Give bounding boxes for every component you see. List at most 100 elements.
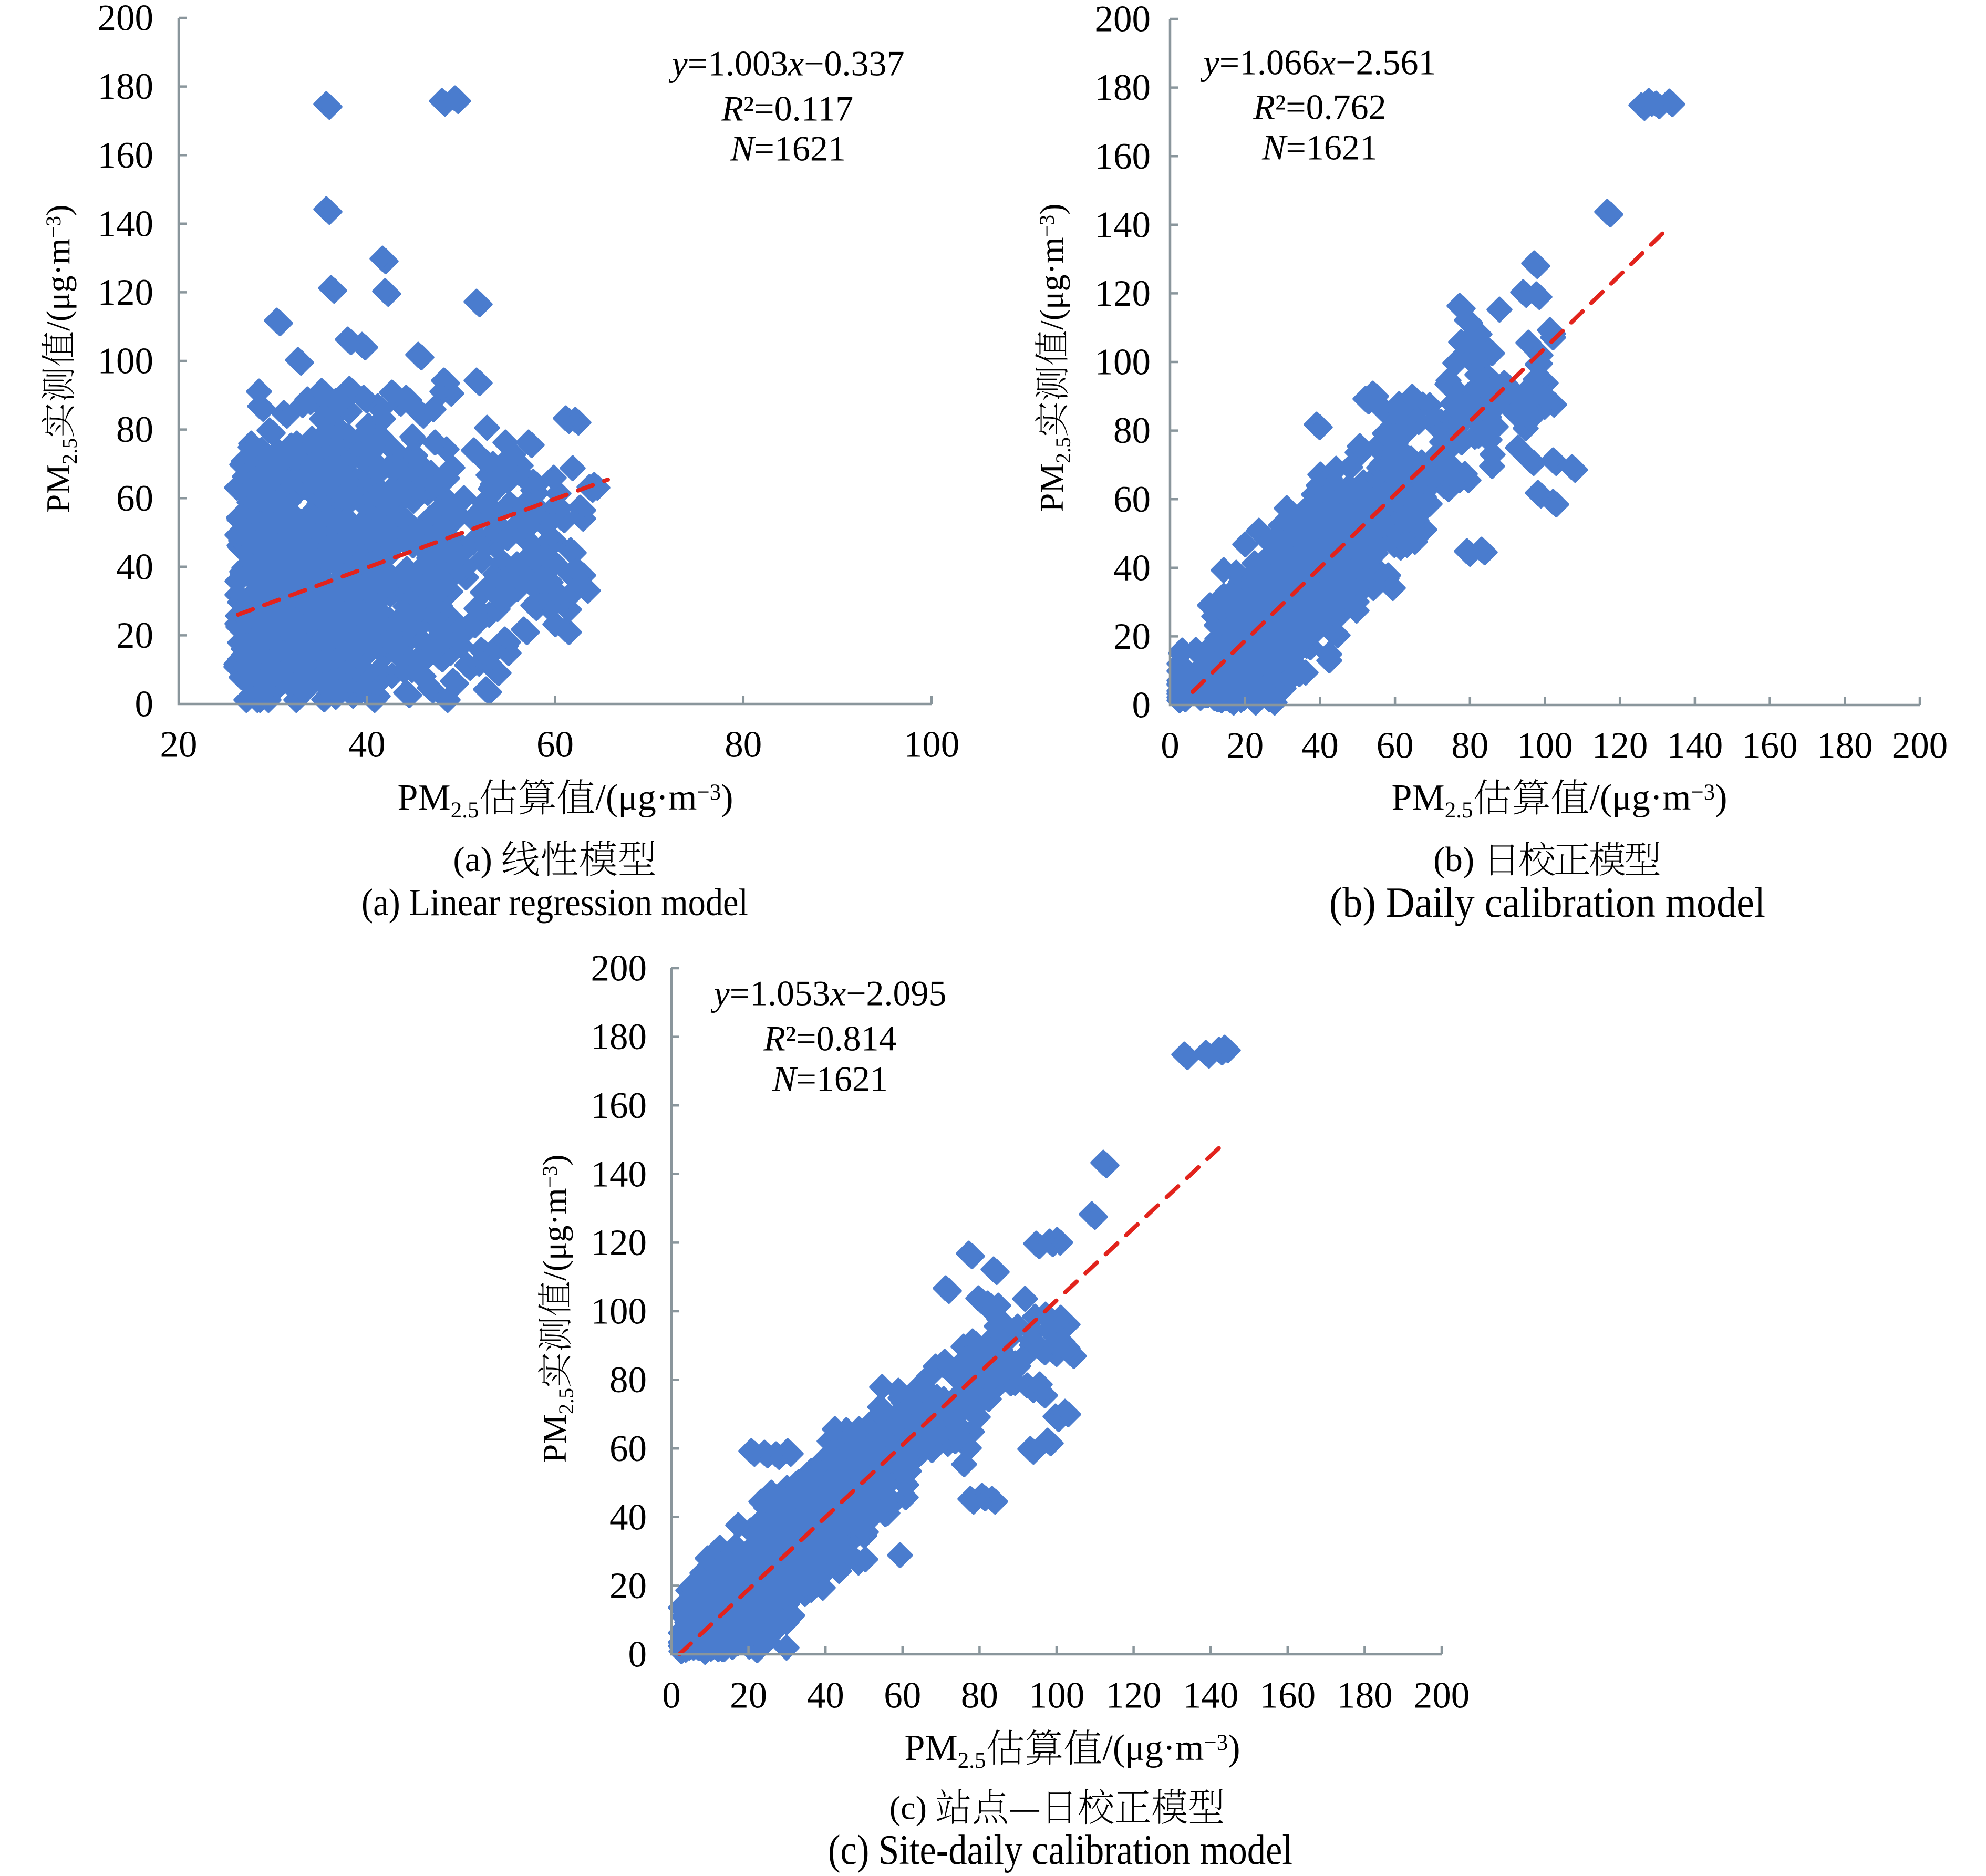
svg-text:R: R — [721, 89, 743, 129]
svg-text:120: 120 — [98, 272, 154, 313]
svg-text:140: 140 — [98, 203, 154, 244]
svg-text:N: N — [772, 1059, 798, 1099]
svg-text:140: 140 — [591, 1154, 647, 1195]
svg-text:μg·m: μg·m — [39, 238, 77, 310]
svg-text:100: 100 — [591, 1291, 647, 1332]
svg-text:−2.095: −2.095 — [846, 973, 946, 1013]
svg-text:/(: /( — [536, 1260, 573, 1281]
svg-text:−3: −3 — [1691, 780, 1715, 805]
svg-text:/(: /( — [595, 778, 618, 818]
svg-text:200: 200 — [98, 0, 154, 39]
svg-text:20: 20 — [609, 1566, 647, 1606]
svg-text:100: 100 — [1095, 342, 1151, 383]
svg-text:−0.337: −0.337 — [804, 44, 904, 84]
svg-text:y: y — [711, 973, 730, 1013]
svg-text:180: 180 — [591, 1017, 647, 1058]
svg-text:=1.066: =1.066 — [1219, 43, 1320, 82]
svg-text:20: 20 — [730, 1675, 767, 1716]
svg-text:N: N — [1261, 128, 1288, 168]
svg-text:0: 0 — [662, 1675, 681, 1716]
svg-text:120: 120 — [1095, 273, 1151, 314]
svg-text:160: 160 — [591, 1085, 647, 1126]
svg-text:120: 120 — [1105, 1675, 1162, 1716]
svg-text:180: 180 — [1337, 1675, 1393, 1716]
svg-text:20: 20 — [1113, 616, 1151, 657]
svg-text:N: N — [730, 129, 756, 169]
svg-text:200: 200 — [1095, 0, 1151, 40]
svg-text:160: 160 — [1260, 1675, 1316, 1716]
svg-text:/(: /( — [1033, 309, 1070, 330]
svg-text:−3: −3 — [697, 780, 721, 805]
svg-text:100: 100 — [1517, 725, 1573, 766]
svg-text:0: 0 — [628, 1634, 647, 1675]
svg-text:100: 100 — [1029, 1675, 1085, 1716]
svg-text:200: 200 — [1414, 1675, 1470, 1716]
svg-text:=1621: =1621 — [1286, 128, 1378, 168]
svg-text:=1621: =1621 — [754, 129, 846, 169]
svg-text:−3: −3 — [1035, 215, 1059, 237]
svg-text:PM: PM — [1033, 463, 1070, 512]
svg-text:R: R — [763, 1019, 785, 1059]
svg-text:PM: PM — [1392, 778, 1445, 818]
svg-text:): ) — [1715, 778, 1727, 818]
svg-text:(c): (c) — [889, 1789, 927, 1827]
svg-text:−3: −3 — [42, 216, 65, 239]
svg-text:0: 0 — [135, 684, 154, 725]
svg-text:=1.053: =1.053 — [730, 973, 830, 1013]
svg-text:y: y — [1201, 43, 1220, 82]
svg-text:0: 0 — [1132, 685, 1151, 726]
svg-text:): ) — [1228, 1728, 1240, 1768]
svg-text:40: 40 — [1113, 547, 1151, 588]
svg-text:40: 40 — [609, 1497, 647, 1538]
svg-text:120: 120 — [591, 1222, 647, 1263]
svg-text:20: 20 — [1226, 725, 1264, 766]
svg-text:=0.762: =0.762 — [1286, 87, 1386, 127]
svg-text:60: 60 — [609, 1428, 647, 1469]
svg-text:180: 180 — [98, 66, 154, 107]
svg-text:y: y — [669, 44, 688, 84]
svg-text:μg·m: μg·m — [536, 1188, 573, 1260]
svg-text:160: 160 — [98, 135, 154, 176]
svg-text:180: 180 — [1095, 67, 1151, 108]
svg-text:μg·m: μg·m — [618, 778, 697, 818]
svg-text:(b) Daily calibration model: (b) Daily calibration model — [1329, 878, 1765, 926]
svg-text:/(: /( — [1102, 1728, 1125, 1768]
svg-text:x: x — [1319, 43, 1336, 82]
svg-text:x: x — [788, 44, 804, 84]
svg-text:80: 80 — [609, 1360, 647, 1401]
svg-text:−3: −3 — [538, 1166, 562, 1188]
svg-text:40: 40 — [807, 1675, 844, 1716]
svg-text:40: 40 — [1301, 725, 1339, 766]
svg-text:80: 80 — [1451, 725, 1488, 766]
svg-text:PM: PM — [536, 1414, 573, 1463]
svg-text:(c) Site-daily calibration mod: (c) Site-daily calibration model — [828, 1826, 1292, 1873]
svg-text:60: 60 — [116, 478, 153, 519]
svg-text:160: 160 — [1095, 136, 1151, 177]
svg-text:x: x — [830, 973, 846, 1013]
svg-text:²: ² — [785, 1019, 796, 1059]
svg-text:2.5: 2.5 — [1051, 437, 1075, 463]
svg-text:140: 140 — [1183, 1675, 1239, 1716]
svg-text:180: 180 — [1817, 725, 1873, 766]
svg-text:²: ² — [1275, 87, 1286, 127]
svg-text:60: 60 — [884, 1675, 921, 1716]
svg-text:PM: PM — [39, 464, 77, 513]
svg-text:100: 100 — [98, 341, 154, 382]
svg-text:40: 40 — [116, 546, 153, 587]
svg-text:80: 80 — [725, 724, 762, 765]
svg-text:0: 0 — [1161, 725, 1180, 766]
svg-text:2.5: 2.5 — [554, 1388, 578, 1414]
svg-text:): ) — [536, 1155, 573, 1166]
svg-text:μg·m: μg·m — [1033, 237, 1070, 309]
svg-text:=0.117: =0.117 — [754, 89, 853, 129]
svg-text:100: 100 — [904, 724, 960, 765]
svg-text:): ) — [1033, 204, 1070, 215]
svg-text:80: 80 — [116, 409, 153, 450]
svg-text:=1621: =1621 — [797, 1059, 888, 1099]
svg-text:2.5: 2.5 — [958, 1748, 986, 1773]
svg-text:20: 20 — [116, 615, 153, 656]
svg-text:60: 60 — [1113, 479, 1151, 520]
svg-text:40: 40 — [348, 724, 386, 765]
svg-text:2.5: 2.5 — [58, 438, 81, 464]
svg-text:PM: PM — [398, 778, 451, 818]
